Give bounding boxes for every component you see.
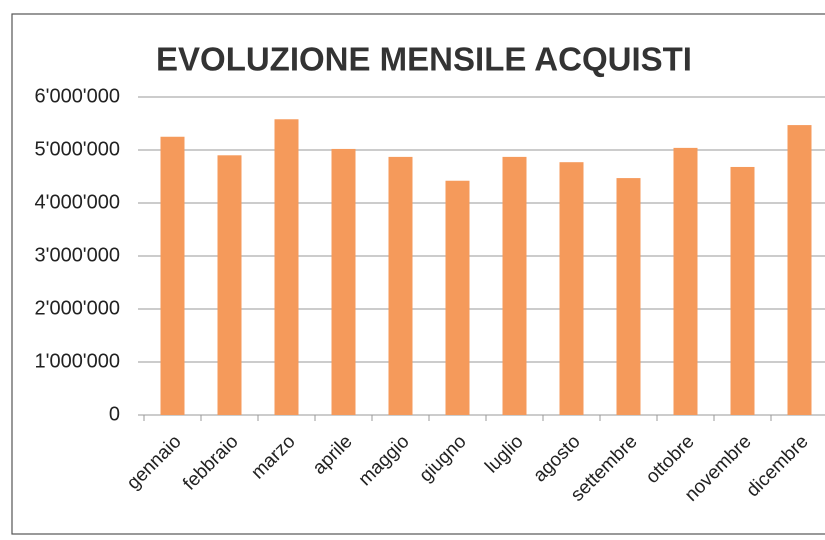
bar bbox=[445, 180, 470, 415]
y-tick-label: 4'000'000 bbox=[35, 191, 121, 213]
y-tick-label: 3'000'000 bbox=[35, 244, 121, 266]
bar bbox=[559, 162, 584, 415]
x-tick-label: aprile bbox=[309, 431, 357, 479]
y-tick-label: 1'000'000 bbox=[35, 350, 121, 372]
y-tick-label: 0 bbox=[109, 403, 120, 425]
x-tick-label: marzo bbox=[247, 431, 299, 483]
bar bbox=[217, 155, 242, 416]
bar bbox=[730, 166, 755, 415]
bar bbox=[160, 136, 185, 415]
chart-title: EVOLUZIONE MENSILE ACQUISTI bbox=[156, 41, 692, 78]
bar bbox=[616, 178, 641, 415]
y-tick-label: 6'000'000 bbox=[35, 85, 121, 107]
x-tick-label: agosto bbox=[529, 431, 584, 486]
x-tick-label: febbraio bbox=[179, 431, 242, 494]
x-tick-label: ottobre bbox=[642, 431, 699, 488]
chart-frame bbox=[11, 13, 825, 535]
x-tick-label: dicembre bbox=[742, 431, 812, 501]
x-tick-label: maggio bbox=[355, 431, 414, 490]
bar bbox=[502, 156, 527, 415]
bar bbox=[388, 156, 413, 415]
bar bbox=[787, 125, 812, 415]
bar bbox=[673, 147, 698, 415]
x-tick-label: gennaio bbox=[123, 431, 186, 494]
x-tick-label: giugno bbox=[415, 431, 470, 486]
y-tick-label: 2'000'000 bbox=[35, 297, 121, 319]
bar bbox=[274, 119, 299, 415]
x-tick-label: luglio bbox=[481, 431, 527, 477]
bar bbox=[331, 148, 356, 415]
y-tick-label: 5'000'000 bbox=[35, 138, 121, 160]
